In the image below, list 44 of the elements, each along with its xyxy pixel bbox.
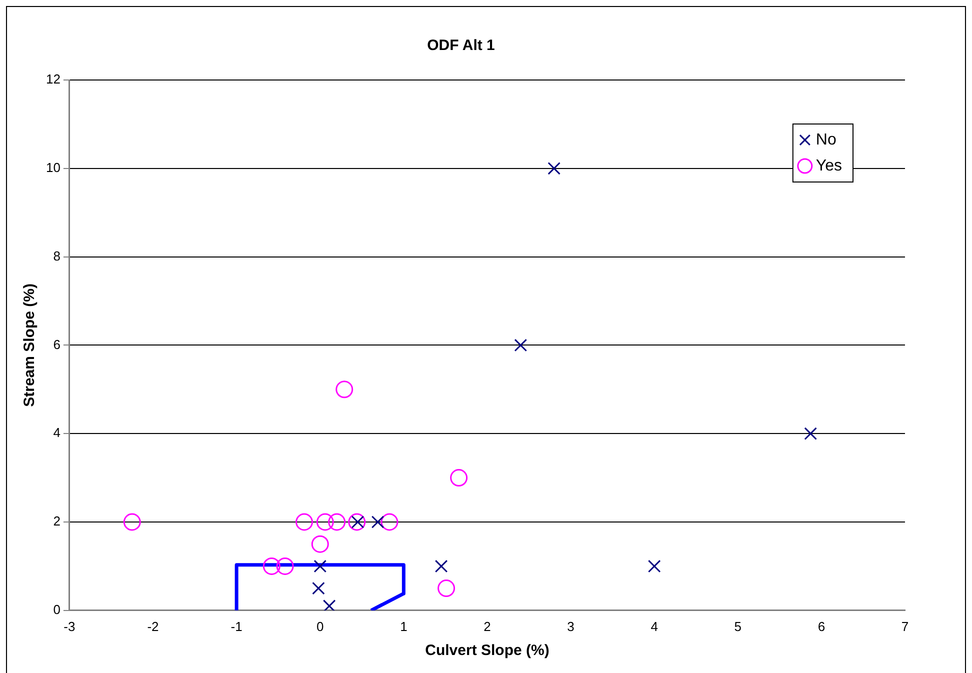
point	[371, 516, 384, 528]
point	[548, 162, 560, 175]
point	[514, 338, 528, 352]
x-tick-label: 3	[567, 618, 574, 634]
point	[312, 582, 325, 595]
y-tick-label: 8	[53, 248, 60, 264]
point	[311, 535, 329, 553]
y-tick-label: 12	[46, 72, 60, 87]
point	[648, 560, 661, 573]
point	[348, 513, 366, 531]
x-tick-label: 2	[484, 618, 491, 634]
x-tick-label: 0	[316, 618, 324, 634]
point	[314, 560, 327, 573]
y-axis-title: Stream Slope (%)	[21, 284, 38, 407]
y-tick-label: 6	[53, 336, 60, 352]
y-tick-label: 10	[46, 160, 60, 175]
point	[295, 513, 313, 531]
point	[262, 557, 280, 575]
point	[336, 380, 354, 398]
x-tick-label: -3	[64, 618, 76, 634]
legend-label: Yes	[816, 157, 842, 174]
x-tick-label: 5	[734, 618, 742, 634]
x-tick-label: 4	[650, 618, 658, 634]
x-tick-label: 6	[818, 618, 826, 634]
point	[380, 513, 398, 531]
point	[804, 427, 817, 440]
chart-title: ODF Alt 1	[427, 37, 495, 54]
point	[328, 513, 346, 531]
x-tick-label: 1	[400, 618, 408, 634]
y-tick-label: 4	[53, 425, 60, 440]
point	[123, 513, 141, 531]
y-tick-label: 0	[53, 602, 60, 617]
point	[316, 513, 334, 531]
point	[322, 600, 336, 610]
y-tick-label: 2	[53, 514, 60, 529]
x-tick-label: -2	[147, 618, 159, 634]
point	[450, 469, 468, 487]
x-axis-title: Culvert Slope (%)	[425, 642, 550, 660]
point	[434, 560, 448, 573]
point	[438, 580, 456, 598]
legend-label: No	[816, 131, 836, 148]
point	[276, 557, 294, 575]
x-tick-label: 7	[901, 618, 909, 634]
x-tick-label: -1	[230, 618, 242, 634]
